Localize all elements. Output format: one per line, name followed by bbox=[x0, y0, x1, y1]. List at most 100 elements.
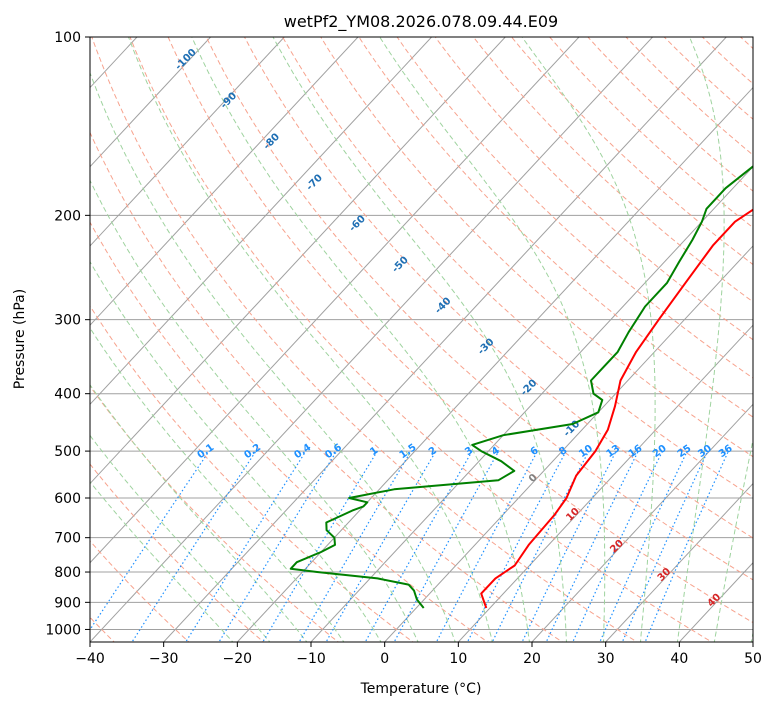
moist-adiabat-line bbox=[191, 37, 530, 642]
y-axis-label: Pressure (hPa) bbox=[12, 289, 28, 389]
x-tick-label: 20 bbox=[523, 651, 541, 667]
dry-adiabat-line bbox=[396, 37, 753, 379]
mixing-ratio-label: 1.5 bbox=[398, 442, 419, 461]
dry-adiabat-line bbox=[167, 37, 753, 624]
moist-adiabat-line bbox=[90, 434, 271, 642]
isotherm-line bbox=[90, 37, 359, 326]
mixing-ratio-label: 0.4 bbox=[292, 442, 313, 461]
dry-adiabat-line bbox=[129, 37, 713, 642]
dry-adiabat-label: -50 bbox=[390, 255, 411, 276]
y-tick-label: 1000 bbox=[45, 622, 81, 638]
mixing-ratio-line bbox=[572, 450, 664, 642]
moist-adiabat-line bbox=[379, 37, 606, 642]
x-tick-label: 10 bbox=[449, 651, 467, 667]
isotherm-line bbox=[162, 37, 728, 642]
mixing-ratio-line bbox=[491, 450, 590, 642]
mixing-ratio-line bbox=[466, 450, 567, 642]
dry-adiabat-line bbox=[205, 37, 753, 581]
mixing-ratio-label: 2 bbox=[427, 445, 439, 458]
dry-adiabat-line bbox=[91, 37, 638, 642]
isotherm-line bbox=[752, 641, 753, 642]
dry-adiabat-line bbox=[320, 37, 753, 458]
moist-adiabat-line bbox=[713, 437, 753, 642]
y-tick-label: 500 bbox=[54, 444, 81, 460]
dry-adiabat-label: -60 bbox=[347, 214, 368, 235]
dry-adiabat-label: -20 bbox=[519, 378, 540, 399]
moist-adiabat-line bbox=[272, 37, 567, 642]
mixing-ratio-label: 36 bbox=[717, 443, 735, 460]
moist-adiabat-label: 10 bbox=[564, 506, 582, 524]
dry-adiabat-line bbox=[90, 463, 265, 642]
mixing-ratio-line bbox=[435, 450, 539, 642]
x-tick-label: 50 bbox=[744, 651, 762, 667]
x-axis: −40 −30 −20 −10 0 10 20 30 40 50 bbox=[75, 642, 762, 667]
plot-frame bbox=[89, 36, 754, 643]
isotherm-line bbox=[310, 165, 753, 642]
y-tick-label: 600 bbox=[54, 491, 81, 507]
dry-adiabat-label: -70 bbox=[304, 173, 325, 194]
mixing-ratio-line bbox=[545, 450, 639, 642]
isotherm-line bbox=[604, 482, 753, 642]
moist-adiabat-line bbox=[90, 480, 234, 642]
mixing-ratio-label: 3 bbox=[463, 445, 475, 458]
moist-adiabat-label: 0 bbox=[527, 472, 540, 485]
mixing-ratio-line bbox=[364, 450, 473, 642]
mixing-ratio-line bbox=[644, 450, 729, 642]
mixing-ratio-label: 13 bbox=[605, 443, 623, 460]
isotherm-line bbox=[90, 37, 580, 564]
plot-area: 0.1 0.2 0.4 0.6 1 1.5 2 3 4 6 8 10 13 16 20 25 30 36-100-… bbox=[0, 24, 753, 645]
dry-adiabat-label: -40 bbox=[433, 296, 454, 317]
isotherm-line bbox=[90, 37, 507, 485]
temperature-line bbox=[480, 208, 753, 609]
x-tick-label: 0 bbox=[380, 651, 389, 667]
moist-adiabat-label: 40 bbox=[706, 592, 724, 610]
moist-adiabat-line bbox=[127, 37, 493, 642]
dry-adiabat-label: -80 bbox=[262, 132, 283, 153]
x-tick-label: −30 bbox=[149, 651, 179, 667]
isotherm-line bbox=[90, 37, 654, 642]
mixing-ratio-label: 0.1 bbox=[195, 442, 216, 461]
moist-adiabat-label: 20 bbox=[608, 538, 626, 556]
y-tick-label: 700 bbox=[54, 531, 81, 547]
isotherm-line bbox=[531, 403, 753, 642]
mixing-ratio-label: 30 bbox=[696, 443, 714, 460]
mixing-ratio-line bbox=[298, 450, 412, 642]
dry-adiabat-line bbox=[243, 37, 753, 539]
moist-adiabat-line bbox=[90, 327, 345, 642]
dry-adiabat-line bbox=[90, 131, 564, 642]
x-tick-label: 30 bbox=[597, 651, 615, 667]
moist-adiabat-line bbox=[90, 179, 419, 642]
dry-adiabat-label: -30 bbox=[476, 337, 497, 358]
dry-adiabat-line bbox=[358, 37, 753, 418]
isotherm-line bbox=[90, 37, 286, 247]
isotherm-line bbox=[0, 24, 2, 645]
dry-adiabat-label: -100 bbox=[173, 47, 199, 73]
y-tick-label: 300 bbox=[54, 313, 81, 329]
x-tick-label: −10 bbox=[296, 651, 326, 667]
dry-adiabat-line bbox=[663, 37, 753, 120]
mixing-ratio-line bbox=[218, 450, 338, 642]
y-tick-label: 200 bbox=[54, 208, 81, 224]
moist-adiabat-line bbox=[750, 630, 753, 642]
y-tick-label: 400 bbox=[54, 387, 81, 403]
x-tick-label: −20 bbox=[223, 651, 253, 667]
moist-adiabat-line bbox=[676, 37, 725, 642]
dry-adiabat-line bbox=[434, 37, 753, 341]
y-tick-label: 900 bbox=[54, 595, 81, 611]
dry-adiabat-line bbox=[282, 37, 753, 498]
moist-adiabat-line bbox=[90, 260, 382, 642]
moist-adiabat-line bbox=[521, 37, 656, 642]
x-axis-label: Temperature (°C) bbox=[360, 681, 482, 697]
y-tick-label: 100 bbox=[54, 30, 81, 46]
isotherm-line bbox=[383, 245, 753, 642]
dry-adiabat-line bbox=[701, 37, 753, 85]
mixing-ratio-line bbox=[185, 450, 307, 642]
mixing-ratio-line bbox=[90, 450, 210, 631]
isotherm-line bbox=[90, 37, 433, 406]
isotherm-line bbox=[90, 37, 212, 168]
moist-adiabat-line bbox=[90, 384, 308, 642]
x-tick-label: 40 bbox=[670, 651, 688, 667]
moist-adiabat-line bbox=[90, 71, 456, 642]
y-axis: 100 200 300 400 500 600 700 800 900 1000 bbox=[45, 30, 90, 638]
